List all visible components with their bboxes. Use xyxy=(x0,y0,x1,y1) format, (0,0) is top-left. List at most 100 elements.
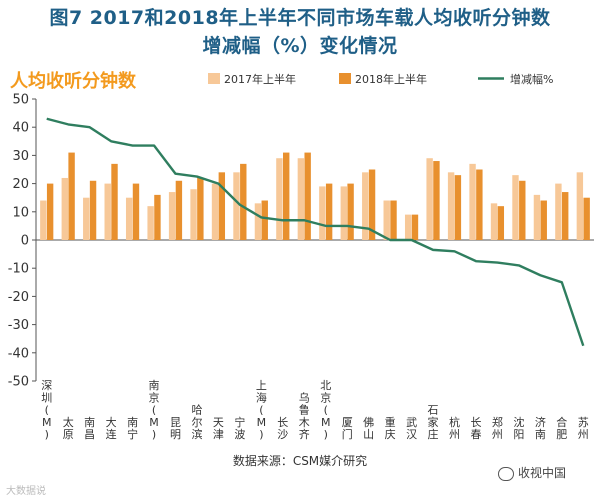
x-tick-label: 长沙 xyxy=(277,416,288,441)
bar-2018 xyxy=(347,183,354,240)
x-tick-label: 南昌 xyxy=(84,416,95,441)
x-tick-label: 合肥 xyxy=(556,415,567,441)
y-tick-label: 0 xyxy=(21,234,29,249)
x-tick-label: 北京(M) xyxy=(320,379,331,441)
bar-2018 xyxy=(89,180,97,240)
bar-2018 xyxy=(390,200,397,240)
legend-item: 2017年上半年 xyxy=(208,72,296,86)
bar-2018 xyxy=(519,180,526,240)
y-tick-label: -20 xyxy=(8,290,29,305)
axes: 50 40 30 20 10 0 -10 -20 -30 -40 -50 xyxy=(8,93,594,390)
x-tick-label: 长春 xyxy=(470,416,481,441)
bar-2017 xyxy=(297,158,305,240)
x-tick-label: 济南 xyxy=(535,415,546,441)
y-tick-label: -40 xyxy=(8,346,29,361)
bar-2018 xyxy=(583,197,590,240)
change-line xyxy=(46,117,585,347)
bar-2018 xyxy=(175,180,183,240)
watermark-right: 收视中国 xyxy=(498,464,566,481)
x-tick-label: 宁波 xyxy=(234,415,245,441)
bar-2017 xyxy=(512,175,519,240)
legend-label: 2018年上半年 xyxy=(355,72,427,86)
bar-2017 xyxy=(426,158,433,240)
x-tick-label: 昆明 xyxy=(170,416,181,441)
bar-2017 xyxy=(276,158,283,240)
bar-2017 xyxy=(168,192,176,240)
bar-2017 xyxy=(340,186,347,240)
bar-2018 xyxy=(68,152,75,240)
x-tick-label: 天津 xyxy=(213,416,224,441)
bar-2017 xyxy=(233,172,240,240)
x-tick-label: 乌鲁木齐 xyxy=(299,390,310,441)
y-tick-label: -10 xyxy=(8,262,29,277)
bar-2018 xyxy=(540,200,547,240)
bar-2017 xyxy=(254,203,262,240)
bar-2017 xyxy=(319,186,326,240)
bar-2017 xyxy=(469,163,476,240)
bar-2017 xyxy=(211,183,219,240)
bar-2017 xyxy=(362,172,369,240)
bar-2018 xyxy=(411,214,419,240)
bars xyxy=(40,152,590,240)
legend: 2017年上半年 2018年上半年 增减幅% xyxy=(208,72,553,86)
bar-2017 xyxy=(104,183,111,240)
bar-2018 xyxy=(325,183,333,240)
bar-2017 xyxy=(125,197,133,240)
wechat-icon xyxy=(498,466,514,481)
x-tick-label: 石家庄 xyxy=(428,404,439,441)
bar-2018 xyxy=(111,163,118,240)
bar-2017 xyxy=(447,172,455,240)
x-tick-label: 厦门 xyxy=(342,416,353,441)
y-tick-label: 50 xyxy=(12,93,29,108)
y-tick-label: 30 xyxy=(12,149,29,164)
bar-2018 xyxy=(304,152,311,240)
legend-swatch xyxy=(208,73,220,84)
x-tick-label: 武汉 xyxy=(406,416,417,441)
y-tick-label: 20 xyxy=(12,177,29,192)
bar-2017 xyxy=(190,189,197,240)
x-tick-label: 重庆 xyxy=(385,415,396,441)
bar-2017 xyxy=(40,200,47,240)
x-tick-label: 大连 xyxy=(106,415,117,441)
x-tick-label: 苏州 xyxy=(578,416,589,441)
bar-2018 xyxy=(283,152,290,240)
data-source: 数据来源：CSM媒介研究 xyxy=(232,454,368,468)
bar-2018 xyxy=(261,200,268,240)
x-tick-label: 佛山 xyxy=(363,416,374,441)
x-tick-label: 杭州 xyxy=(449,415,460,441)
x-tick-label: 哈尔滨 xyxy=(191,404,202,441)
bar-2018 xyxy=(562,192,569,240)
bar-2018 xyxy=(368,169,376,240)
y-tick-label: -50 xyxy=(8,375,29,390)
chart-title-line1: 图7 2017和2018年上半年不同市场车载人均收听分钟数 xyxy=(49,7,551,29)
x-tick-label: 上海(M) xyxy=(256,379,267,441)
legend-swatch xyxy=(339,73,351,84)
chart-title-line2: 增减幅（%）变化情况 xyxy=(202,35,398,57)
x-tick-label: 南宁 xyxy=(127,416,138,441)
legend-label: 增减幅% xyxy=(510,72,553,86)
bar-2018 xyxy=(218,172,226,240)
bar-2017 xyxy=(490,203,498,240)
x-tick-label: 郑州 xyxy=(492,415,503,441)
legend-item: 增减幅% xyxy=(478,72,553,86)
bar-2018 xyxy=(497,206,505,240)
legend-label: 2017年上半年 xyxy=(224,72,296,86)
bar-2018 xyxy=(454,175,462,240)
bar-2017 xyxy=(83,197,90,240)
bar-2018 xyxy=(197,177,204,240)
y-tick-label: -30 xyxy=(8,318,29,333)
change-polyline xyxy=(46,117,585,347)
bar-2018 xyxy=(476,169,483,240)
chart-subtitle: 人均收听分钟数 xyxy=(10,71,136,92)
legend-item: 2018年上半年 xyxy=(339,72,427,86)
x-tick-label: 深圳(M) xyxy=(41,379,52,441)
y-tick-label: 40 xyxy=(12,121,29,136)
bar-2017 xyxy=(404,214,412,240)
y-tick-label: 10 xyxy=(12,205,29,220)
bar-2017 xyxy=(555,183,562,240)
bar-2017 xyxy=(61,177,68,240)
watermark-left: 大数据说 xyxy=(6,486,46,497)
bar-2018 xyxy=(433,161,440,240)
